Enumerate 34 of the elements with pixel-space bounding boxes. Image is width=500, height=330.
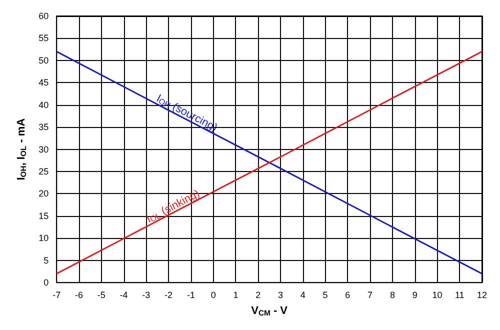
x-tick-label: 5 bbox=[322, 290, 328, 300]
x-tick-label: 12 bbox=[476, 290, 488, 300]
x-tick-label: -6 bbox=[74, 290, 84, 300]
y-tick-label: 60 bbox=[38, 11, 49, 21]
x-tick-label: 8 bbox=[390, 290, 395, 300]
x-tick-label: 9 bbox=[412, 290, 418, 300]
x-tick-label: 2 bbox=[256, 290, 261, 300]
x-tick-label: 11 bbox=[454, 290, 464, 300]
x-tick-label: -1 bbox=[186, 290, 195, 300]
x-tick-label: 7 bbox=[368, 290, 373, 300]
x-tick-label: 10 bbox=[432, 290, 442, 300]
y-tick-label: 20 bbox=[38, 188, 49, 199]
x-tick-label: 6 bbox=[345, 290, 350, 300]
y-tick-label: 30 bbox=[38, 144, 49, 154]
y-tick-label: 0 bbox=[44, 278, 49, 288]
y-tick-label: 40 bbox=[38, 100, 49, 110]
y-tick-label: 35 bbox=[38, 122, 49, 132]
x-tick-label: -4 bbox=[120, 290, 128, 300]
x-tick-label: 1 bbox=[233, 290, 238, 300]
x-tick-label: -7 bbox=[52, 290, 61, 300]
y-tick-label: 10 bbox=[38, 233, 49, 244]
x-tick-label: -5 bbox=[97, 290, 106, 300]
y-tick-label: 15 bbox=[38, 210, 49, 221]
x-tick-label: -2 bbox=[164, 290, 173, 300]
x-tick-label: -3 bbox=[142, 290, 150, 300]
x-tick-label: 3 bbox=[278, 290, 284, 300]
y-tick-label: 45 bbox=[38, 78, 49, 88]
y-tick-label: 50 bbox=[38, 55, 49, 66]
y-tick-label: 25 bbox=[38, 166, 49, 177]
x-tick-label: 4 bbox=[300, 290, 306, 300]
y-tick-label: 5 bbox=[44, 255, 49, 266]
line-series bbox=[56, 50, 483, 274]
y-tick-label: 55 bbox=[38, 33, 49, 44]
x-tick-label: 0 bbox=[210, 290, 216, 300]
